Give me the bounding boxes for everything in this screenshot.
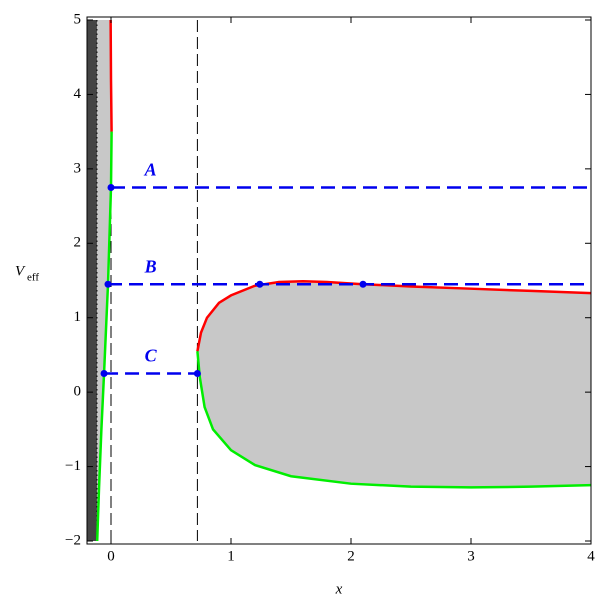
plot-frame	[86, 16, 592, 545]
x-tick-label: 2	[347, 548, 355, 564]
curve	[196, 351, 592, 489]
y-tick-label: 4	[74, 86, 82, 102]
forbidden-band	[87, 20, 97, 541]
curve	[109, 19, 113, 132]
turning-point	[359, 280, 367, 288]
x-axis-label: x	[335, 581, 343, 597]
x-tick-label: 1	[227, 548, 235, 564]
level-label: C	[145, 346, 158, 366]
turning-point	[107, 183, 115, 191]
y-tick-label: 1	[74, 309, 82, 325]
turning-point	[100, 370, 108, 378]
y-tick-label: −1	[65, 458, 81, 474]
y-axis-label-sub: eff	[27, 272, 39, 284]
y-tick-label: 5	[74, 11, 82, 27]
y-tick-label: −2	[65, 532, 81, 548]
turning-point	[193, 370, 201, 378]
curve	[196, 279, 592, 352]
left-region	[96, 20, 112, 541]
right-region	[197, 281, 591, 488]
level-label: A	[144, 160, 157, 180]
y-tick-label: 0	[74, 384, 82, 400]
x-tick-label: 0	[107, 548, 115, 564]
level-label: B	[144, 256, 157, 276]
turning-point	[256, 280, 264, 288]
y-axis-label: V	[15, 263, 26, 279]
y-tick-label: 2	[74, 235, 82, 251]
turning-point	[104, 280, 112, 288]
x-tick-label: 3	[467, 548, 475, 564]
x-tick-label: 4	[587, 548, 595, 564]
y-tick-label: 3	[74, 160, 82, 176]
